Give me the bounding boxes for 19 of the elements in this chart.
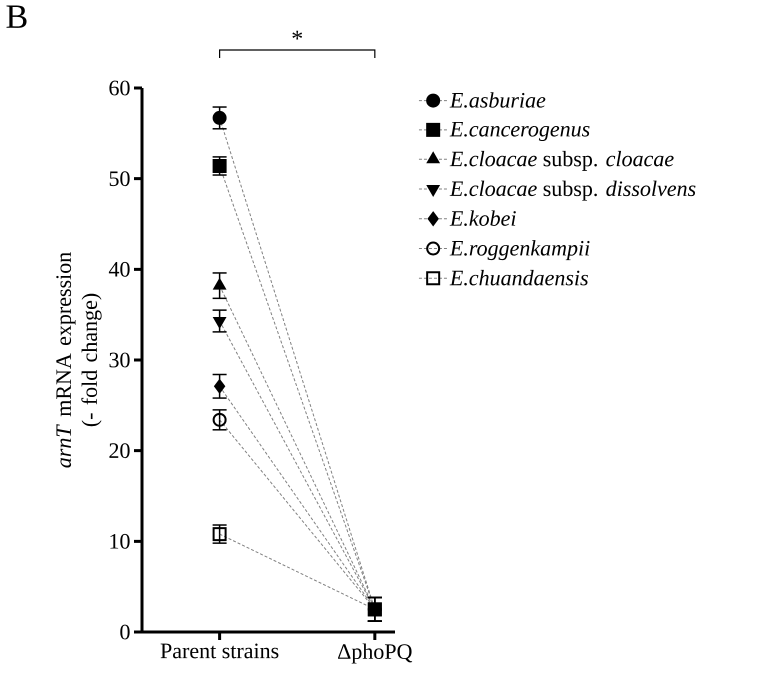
- text: *: [292, 30, 302, 40]
- legend-label: E.cloacae subsp. dissolvens: [450, 180, 696, 201]
- y-tick-label: 0: [120, 624, 130, 640]
- y-tick-label: 20: [109, 443, 130, 458]
- y-tick-label: 30: [110, 352, 130, 368]
- y-tick-label: 60: [109, 80, 130, 96]
- legend-label: E.cloacae subsp. cloacae: [450, 150, 674, 171]
- legend-label: E.asburiae: [450, 92, 546, 108]
- y-tick-label: 10: [110, 534, 130, 549]
- chart-title: B: [6, 6, 27, 28]
- x-tick-label: ΔphoPQ: [338, 644, 412, 664]
- legend-label: E.kobei: [450, 210, 516, 226]
- legend-label: E.roggenkampii: [450, 240, 590, 260]
- x-tick-label: Parent strains: [160, 644, 278, 658]
- legend-label: E.cancerogenus: [450, 122, 590, 142]
- y-tick-label: 50: [110, 171, 130, 186]
- y-axis-title: arnT mRNA expression (- fold change): [56, 252, 102, 468]
- y-tick-label: 40: [108, 262, 130, 277]
- legend-label: E.chuandaensis: [450, 270, 588, 286]
